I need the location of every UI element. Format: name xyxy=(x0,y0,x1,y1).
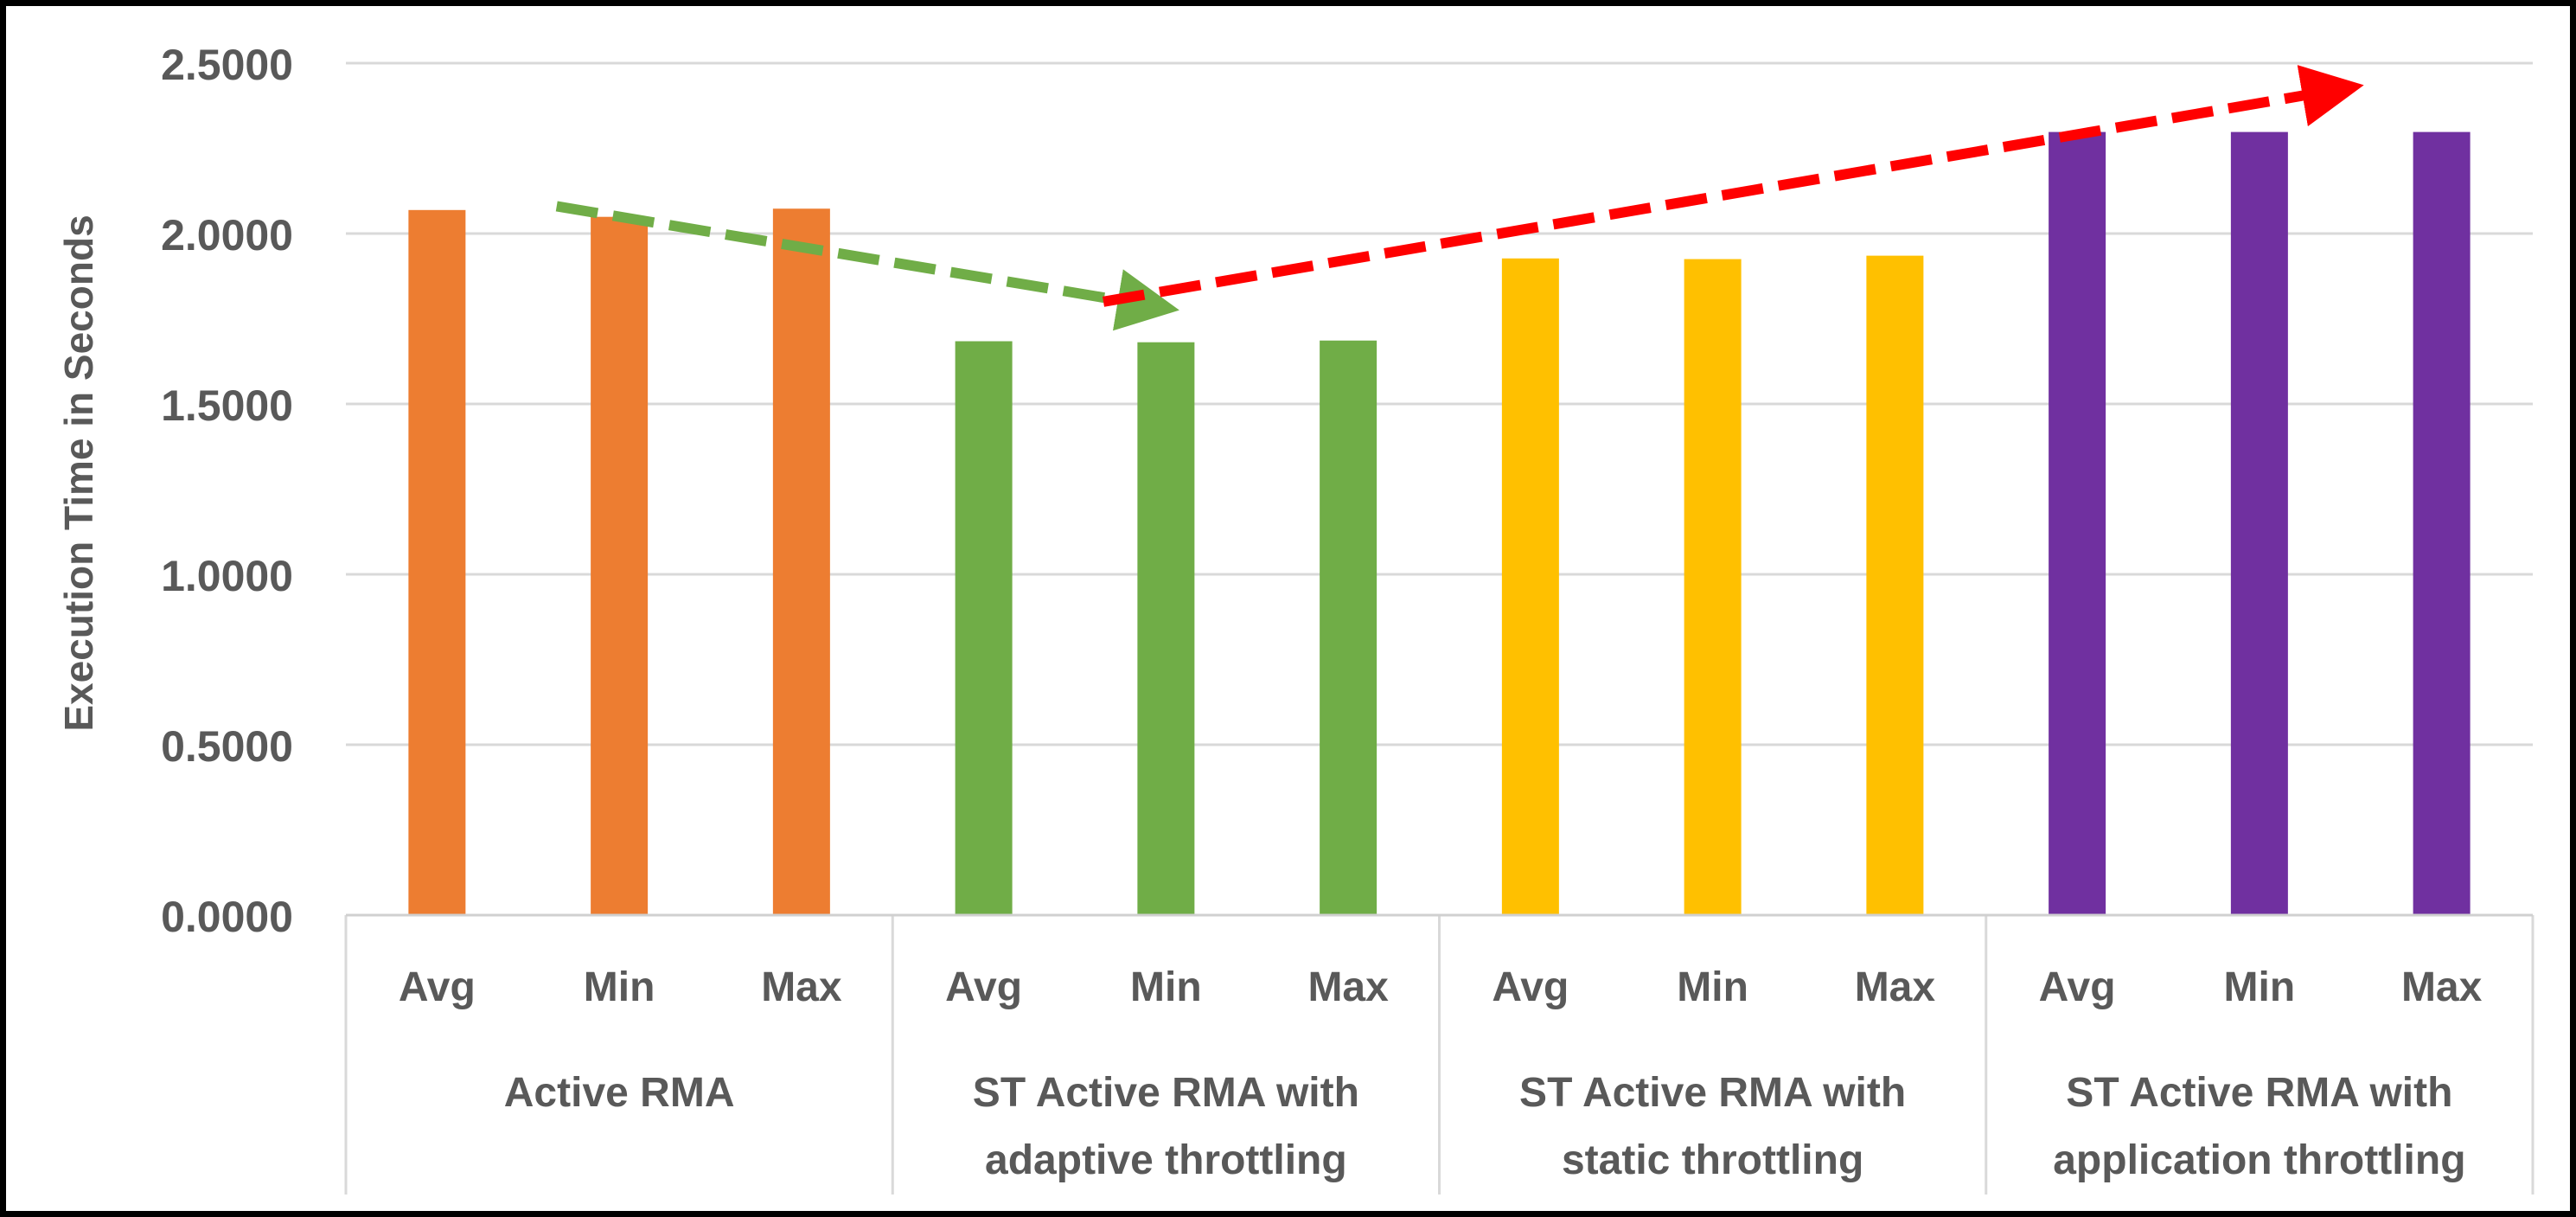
x-group-label: adaptive throttling xyxy=(985,1137,1347,1183)
x-category-label: Max xyxy=(1855,964,1936,1010)
bar-max xyxy=(2413,131,2471,915)
green-dashed-arrow xyxy=(555,201,1179,331)
x-category-label: Max xyxy=(2401,964,2483,1010)
x-group-label: Active RMA xyxy=(504,1070,735,1116)
bar-min xyxy=(2230,131,2288,915)
bar-avg xyxy=(1501,258,1559,916)
x-category-label: Max xyxy=(1307,964,1389,1010)
x-category-label: Avg xyxy=(1492,964,1569,1010)
bar-min xyxy=(1684,259,1742,915)
bar-avg xyxy=(2049,131,2106,915)
x-category-label: Max xyxy=(761,964,842,1010)
bar-max xyxy=(772,208,830,915)
bar-max xyxy=(1320,340,1377,915)
bar-max xyxy=(1866,255,1924,915)
bar-min xyxy=(591,216,649,916)
x-category-label: Avg xyxy=(945,964,1022,1010)
y-tick-label: 0.0000 xyxy=(161,893,293,941)
x-group-label: ST Active RMA with xyxy=(1519,1070,1906,1116)
x-category-label: Min xyxy=(1677,964,1748,1010)
y-tick-label: 2.0000 xyxy=(161,211,293,259)
y-tick-label: 0.5000 xyxy=(161,722,293,771)
x-category-label: Min xyxy=(1130,964,1202,1010)
y-tick-label: 1.0000 xyxy=(161,552,293,600)
x-group-label: static throttling xyxy=(1562,1137,1863,1183)
y-tick-label: 2.5000 xyxy=(161,41,293,89)
bar-avg xyxy=(955,341,1013,915)
x-group-label: application throttling xyxy=(2053,1137,2465,1183)
red-dashed-arrow xyxy=(1102,65,2364,307)
bar-avg xyxy=(408,209,466,916)
bar-min xyxy=(1137,342,1195,915)
x-group-label: ST Active RMA with xyxy=(2066,1070,2452,1116)
y-axis-title: Execution Time in Seconds xyxy=(56,215,101,731)
x-category-label: Min xyxy=(584,964,655,1010)
x-group-label: ST Active RMA with xyxy=(973,1070,1359,1116)
y-tick-label: 1.5000 xyxy=(161,381,293,430)
bar-chart: Avg Min Max Active RMA Avg Min Max ST Active RM… xyxy=(56,41,2534,1195)
x-category-label: Avg xyxy=(399,964,476,1010)
x-category-label: Min xyxy=(2224,964,2296,1010)
x-category-label: Avg xyxy=(2039,964,2116,1010)
